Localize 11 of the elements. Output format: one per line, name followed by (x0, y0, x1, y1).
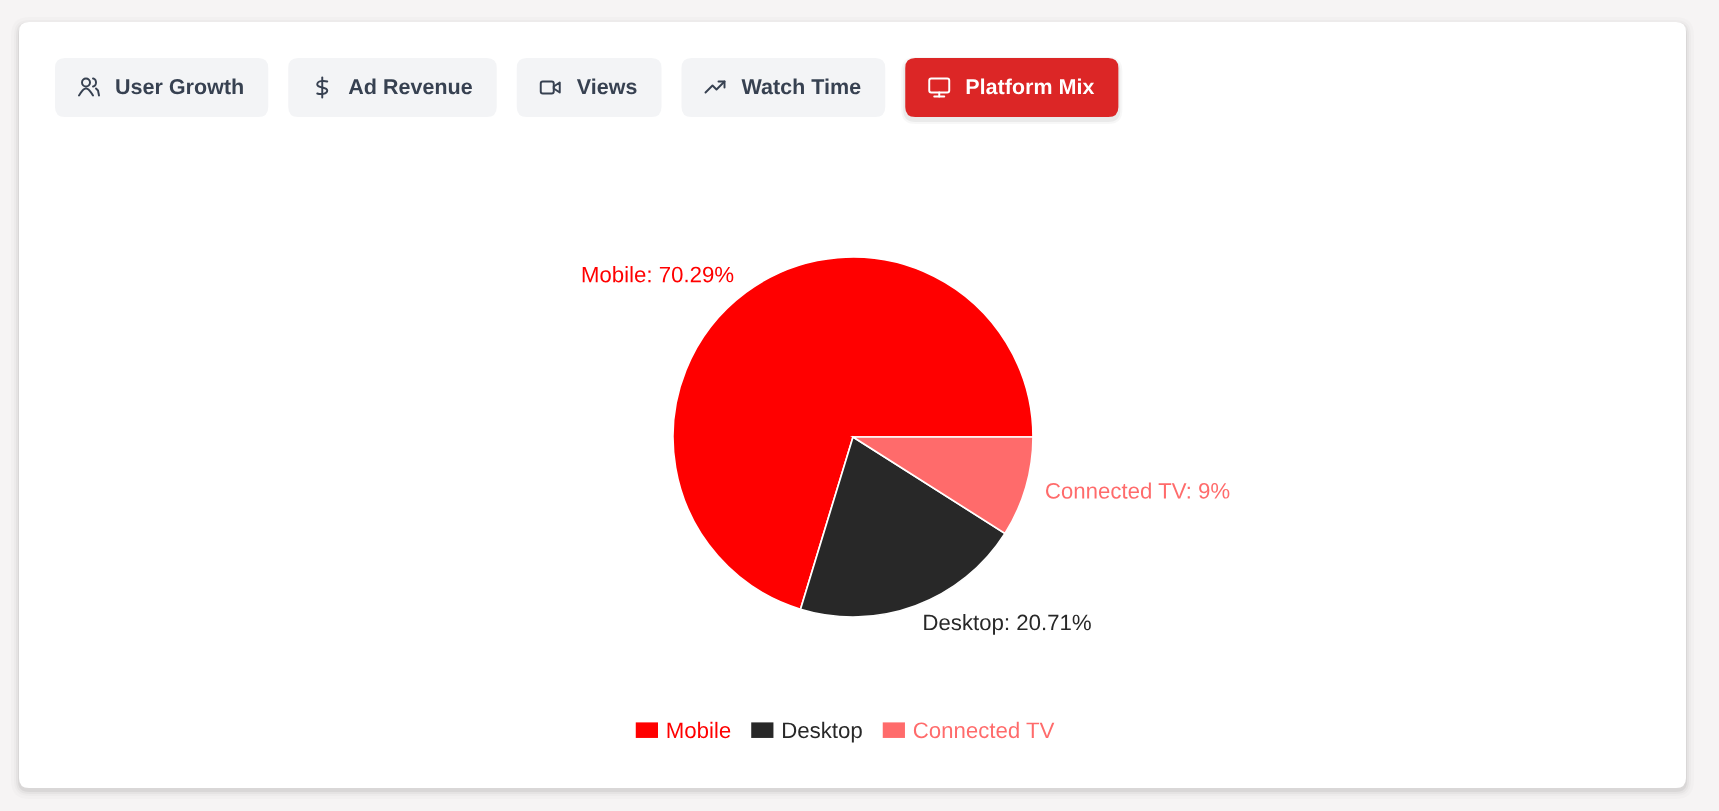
data-label: Desktop: 20.71% (924, 614, 1091, 635)
text: Watch Time (741, 78, 861, 95)
legend-label: Desktop (783, 721, 862, 743)
data-label: Mobile: 70.29% (582, 266, 734, 283)
text: User Growth (116, 78, 243, 95)
text: Ad Revenue (348, 78, 472, 95)
legend-label: Connected TV (913, 721, 1055, 739)
legend-label: Mobile (667, 721, 731, 739)
text: Views (576, 78, 637, 95)
data-label: Connected TV: 9% (1046, 482, 1230, 499)
chart-title: Platform Mix (966, 78, 1095, 95)
